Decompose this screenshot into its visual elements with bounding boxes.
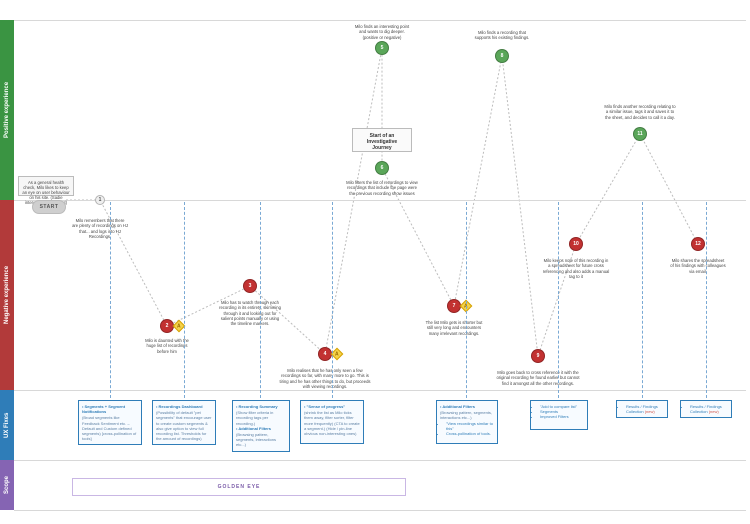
lane-scope-label: Scope xyxy=(0,460,14,510)
node-caption-3: Milo has to watch through each recording… xyxy=(218,300,282,326)
context-note-box: As a general health check, Milo likes to… xyxy=(18,176,74,196)
journey-node-12: 12 xyxy=(691,237,705,251)
lane-positive-label: Positive experience xyxy=(0,20,14,200)
ux-fix-card-3: • "Sense of progress"(shrink the list as… xyxy=(300,400,364,444)
ux-connector xyxy=(332,202,333,398)
edge-layer xyxy=(0,0,750,524)
journey-node-8: 8 xyxy=(495,49,509,63)
journey-node-6: 6 xyxy=(375,161,389,175)
journey-node-5: 5 xyxy=(375,41,389,55)
node-caption-2: Milo is daunted with the huge list of re… xyxy=(141,338,193,354)
node-caption-6: Milo filters the list of recordings to v… xyxy=(346,180,418,196)
ux-connector xyxy=(642,202,643,398)
node-caption-7: The list Milo gets is shorter but still … xyxy=(423,320,485,336)
node-caption-4: Milo realises that he has only seen a fe… xyxy=(279,368,371,389)
node-caption-12: Milo shares the spreadsheet of his findi… xyxy=(670,258,726,274)
journey-node-1: 1 xyxy=(95,195,105,205)
ux-connector xyxy=(260,202,261,398)
journey-start-box: Start of an Investigative Journey xyxy=(352,128,412,152)
node-caption-8: Milo finds a recording that supports his… xyxy=(472,30,532,41)
hline xyxy=(14,200,746,201)
ux-fix-card-0: • Segments + Segment Notifications(Broad… xyxy=(78,400,142,445)
ux-connector xyxy=(706,202,707,398)
hline xyxy=(14,510,746,511)
node-caption-9: Milo goes back to cross reference it wit… xyxy=(494,370,582,386)
journey-map-canvas: Positive experience Negative experience … xyxy=(0,0,750,524)
node-caption-11: Milo finds another recording relating to… xyxy=(604,104,676,120)
node-caption-5: Milo finds an interesting point and want… xyxy=(352,24,412,40)
node-caption-10: Milo keeps note of this recording in a s… xyxy=(542,258,610,279)
ux-fix-card-2: • Recording Summary(Show filter criteria… xyxy=(232,400,290,452)
ux-fix-card-7: Results / Findings Collection (new) xyxy=(680,400,732,418)
lane-negative-label: Negative experience xyxy=(0,200,14,390)
ux-connector xyxy=(110,202,111,398)
lane-uxfixes-label: UX Fixes xyxy=(0,390,14,460)
scope-bar-golden-eye: GOLDEN EYE xyxy=(72,478,406,496)
ux-connector xyxy=(184,202,185,398)
node-caption-1: Milo remembers that there are plenty of … xyxy=(72,218,128,239)
journey-node-11: 11 xyxy=(633,127,647,141)
hline xyxy=(14,390,746,391)
ux-connector xyxy=(466,202,467,398)
ux-fix-card-5: "Add to compare list"SegmentsImproved Fi… xyxy=(530,400,588,430)
ux-fix-card-4: • Additional Filters(Browsing pattern, s… xyxy=(436,400,498,444)
hline xyxy=(14,20,746,21)
start-pill: START xyxy=(32,200,66,214)
hline xyxy=(14,460,746,461)
ux-fix-card-6: Results / Findings Collection (new) xyxy=(616,400,668,418)
swimlane-labels: Positive experience Negative experience … xyxy=(0,0,14,524)
ux-connector xyxy=(558,202,559,398)
ux-fix-card-1: • Recordings Dashboard(Possibility of de… xyxy=(152,400,216,445)
journey-node-9: 9 xyxy=(531,349,545,363)
journey-node-3: 3 xyxy=(243,279,257,293)
journey-node-10: 10 xyxy=(569,237,583,251)
